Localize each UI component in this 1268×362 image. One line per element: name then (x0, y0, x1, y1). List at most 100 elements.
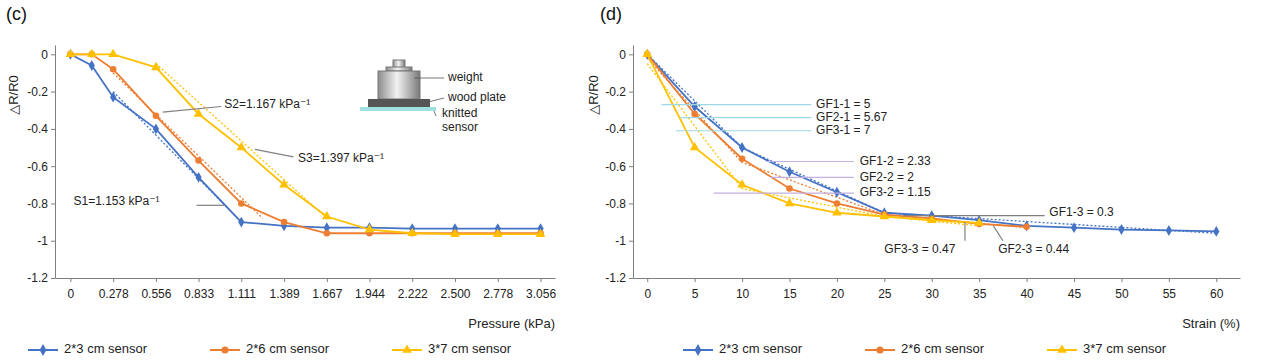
y-tick: -1 (37, 234, 55, 248)
x-tick: 1.944 (355, 278, 385, 301)
legend-entry: 3*7 cm sensor (392, 341, 512, 356)
x-tick-label: 20 (831, 287, 845, 301)
panel-label: (d) (600, 4, 622, 24)
x-axis: 00.2780.5560.8331.1111.3891.6671.9442.22… (56, 278, 557, 301)
wood-plate (368, 99, 430, 107)
series-marker (536, 229, 546, 237)
series-line (647, 54, 979, 223)
x-tick-mark (979, 278, 980, 282)
x-tick-mark (113, 278, 114, 282)
series-marker (237, 142, 247, 150)
series-marker (151, 62, 161, 70)
y-tick-mark (629, 241, 633, 242)
x-tick-label: 2.500 (440, 287, 470, 301)
x-tick: 5 (692, 278, 699, 301)
annotation: GF1-1 = 5 (816, 97, 871, 111)
plot-area (642, 49, 1219, 237)
series-marker (642, 49, 652, 57)
weight-neck (386, 67, 412, 71)
legend-entry: 2*3 cm sensor (683, 341, 803, 356)
legend-marker (221, 346, 228, 353)
series-marker (238, 217, 244, 228)
trendline (647, 58, 1026, 228)
series-marker (238, 200, 245, 207)
series-marker (195, 157, 202, 164)
legend-label: 2*3 cm sensor (719, 341, 803, 356)
x-tick: 0.556 (141, 278, 171, 301)
legend-entry: 2*3 cm sensor (28, 341, 148, 356)
x-tick-mark (1074, 278, 1075, 282)
series-marker (786, 166, 792, 177)
y-tick-mark (51, 92, 55, 93)
series-marker (153, 113, 160, 120)
x-tick-label: 10 (736, 287, 750, 301)
x-axis-line (56, 278, 556, 279)
x-tick-mark (455, 278, 456, 282)
x-tick: 10 (736, 278, 750, 301)
trendline (647, 64, 979, 226)
inset: weightwood plateknittedsensor (360, 60, 506, 134)
series-marker (87, 49, 97, 57)
x-tick-mark (884, 278, 885, 282)
inset-leader (424, 98, 444, 103)
y-tick-mark (51, 166, 55, 167)
y-tick-label: -1 (37, 234, 48, 248)
series-marker (834, 200, 841, 207)
x-tick-label: 35 (973, 287, 987, 301)
y-axis-title: △R/R0 (586, 75, 601, 115)
x-tick-mark (199, 278, 200, 282)
series-marker (1213, 226, 1219, 237)
x-axis-title: Pressure (kPa) (468, 316, 555, 331)
y-tick-label: -0.4 (27, 122, 48, 136)
series-line (70, 54, 540, 228)
panel: 051015202530354045505560-1.2-1-0.8-0.6-0… (586, 4, 1241, 356)
inset-label: weight (447, 70, 483, 84)
legend-label: 2*6 cm sensor (901, 341, 985, 356)
leader-line (197, 205, 225, 206)
series-marker (785, 198, 795, 206)
series-marker (281, 219, 288, 226)
legend-marker (876, 346, 883, 353)
annotation: GF3-3 = 0.47 (884, 242, 955, 256)
x-tick-mark (647, 278, 648, 282)
x-axis-line (634, 278, 1241, 279)
x-tick: 1.389 (270, 278, 300, 301)
series-marker (690, 142, 700, 150)
series-marker (66, 49, 76, 57)
x-tick-mark (412, 278, 413, 282)
y-tick-mark (629, 278, 633, 279)
x-tick-mark (1027, 278, 1028, 282)
legend-marker (402, 344, 412, 352)
x-tick-label: 1.944 (355, 287, 385, 301)
legend-label: 2*3 cm sensor (64, 341, 148, 356)
y-tick-mark (629, 166, 633, 167)
x-tick: 15 (783, 278, 797, 301)
inset-label: sensor (442, 120, 478, 134)
legend-entry: 3*7 cm sensor (1047, 341, 1167, 356)
x-tick-label: 1.111 (228, 287, 257, 301)
y-axis-line (55, 46, 56, 279)
x-tick-label: 1.667 (312, 287, 342, 301)
x-tick-label: 40 (1020, 287, 1034, 301)
series-line (70, 54, 540, 233)
legend-marker (695, 344, 702, 356)
x-tick-label: 0.278 (99, 287, 129, 301)
x-tick-label: 2.778 (483, 287, 513, 301)
x-tick-mark (1216, 278, 1217, 282)
x-tick-mark (498, 278, 499, 282)
y-tick-mark (629, 129, 633, 130)
y-tick-mark (51, 241, 55, 242)
x-tick: 1.111 (228, 278, 257, 301)
x-tick-label: 25 (878, 287, 892, 301)
series-marker (832, 207, 842, 215)
series-marker (974, 217, 984, 225)
legend-marker (1057, 344, 1067, 352)
series-marker (195, 172, 201, 183)
leader-line (680, 117, 811, 118)
y-tick: -1.2 (605, 271, 633, 285)
x-tick-mark (369, 278, 370, 282)
x-tick-mark (241, 278, 242, 282)
y-tick-label: -1.2 (605, 271, 626, 285)
y-tick-label: -0.8 (605, 197, 626, 211)
series-marker (1166, 225, 1172, 236)
